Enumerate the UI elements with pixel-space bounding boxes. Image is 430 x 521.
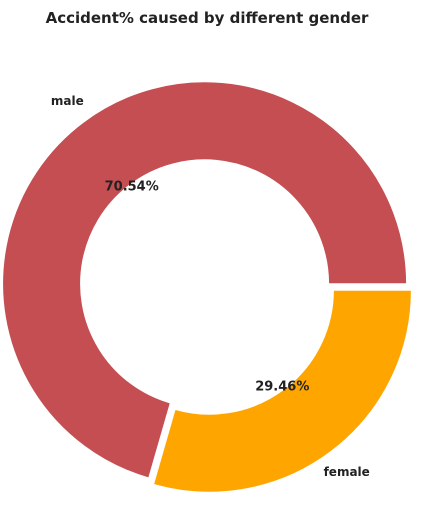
category-label-female: female <box>324 465 370 479</box>
slice-male <box>2 81 408 479</box>
category-label-male: male <box>51 94 84 108</box>
pct-label-female: 29.46% <box>255 380 309 395</box>
slices-group <box>2 81 412 493</box>
chart-title: Accident% caused by different gender <box>45 9 369 27</box>
slice-female <box>152 289 412 493</box>
labels-group: male 70.54% female 29.46% <box>51 94 370 479</box>
pct-label-male: 70.54% <box>105 180 159 195</box>
